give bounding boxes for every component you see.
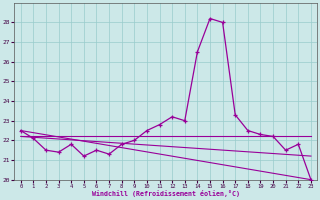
X-axis label: Windchill (Refroidissement éolien,°C): Windchill (Refroidissement éolien,°C) — [92, 190, 240, 197]
